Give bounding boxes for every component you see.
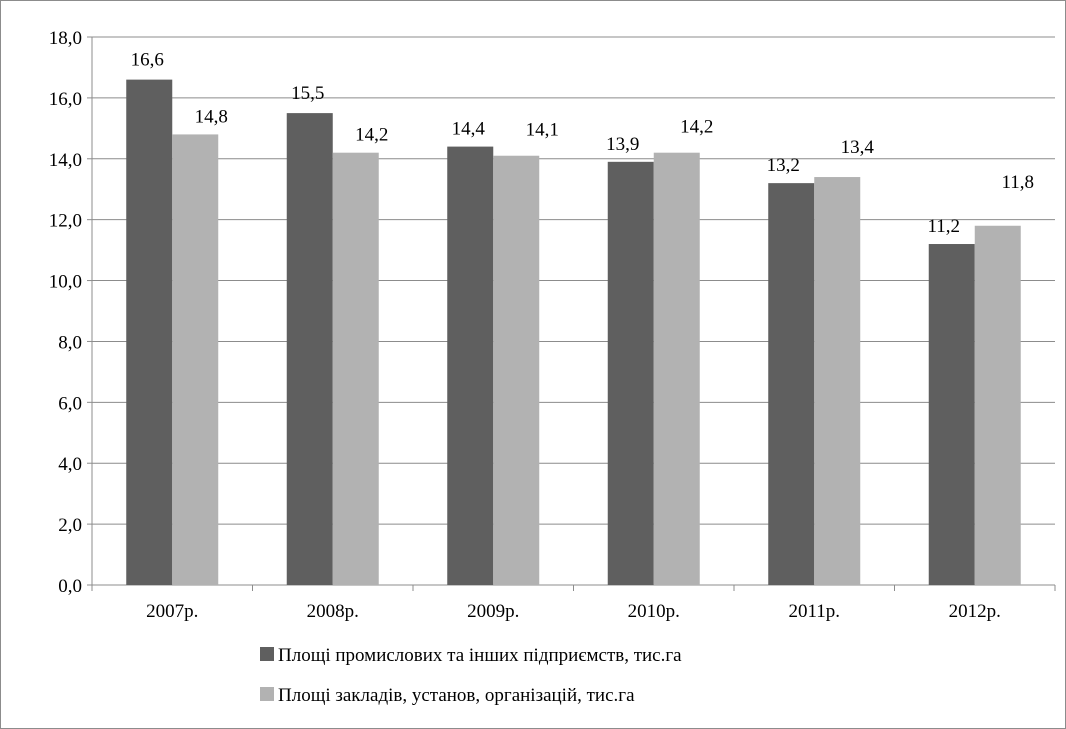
bar-series-2 [814,177,861,586]
data-label-series-2: 13,4 [841,137,875,158]
bars [126,79,1021,586]
data-label-series-2: 14,8 [195,106,228,127]
legend: Площі промислових та інших підприємств, … [260,645,682,706]
data-label-series-2: 14,2 [680,117,713,138]
bar-series-1 [768,183,815,585]
legend-swatch-series-2 [260,687,274,701]
data-label-series-2: 14,1 [526,120,559,141]
bar-series-1 [126,79,173,585]
x-category-label: 2012р. [949,601,1001,622]
data-label-series-2: 11,8 [1001,172,1034,193]
data-label-series-2: 14,2 [355,125,388,146]
x-category-label: 2011р. [788,601,840,622]
bar-series-1 [447,146,494,585]
legend-label-series-2: Площі закладів, установ, організацій, ти… [278,685,635,706]
bar-series-1 [607,161,654,586]
y-tick-label: 2,0 [58,515,82,536]
data-label-series-1: 13,9 [606,134,639,155]
x-category-label: 2010р. [628,601,680,622]
y-tick-label: 14,0 [49,150,82,171]
bar-series-1 [928,244,975,585]
y-tick-label: 18,0 [49,28,82,49]
x-category-label: 2008р. [307,601,359,622]
data-labels: 16,6 14,8 15,5 14,2 14,4 14,1 13,9 14,2 13,2 13,4… [131,50,1034,237]
bar-series-2 [974,225,1021,585]
y-tick-label: 10,0 [49,272,82,293]
axes: 0,0 2,0 4,0 6,0 8,0 10,0 12,0 14,0 16,0 18,0 2007р… [49,28,1056,622]
x-category-label: 2007р. [146,601,198,622]
legend-label-series-1: Площі промислових та інших підприємств, … [278,645,682,666]
bar-series-2 [493,155,540,585]
bar-series-2 [332,152,379,585]
y-tick-label: 6,0 [58,393,82,414]
bar-series-2 [172,134,219,585]
y-tick-label: 12,0 [49,211,82,232]
y-tick-label: 0,0 [58,576,82,597]
legend-swatch-series-1 [260,647,274,661]
y-tick-label: 4,0 [58,454,82,475]
gridlines [92,36,1055,525]
data-label-series-1: 14,4 [452,119,486,140]
y-tick-label: 16,0 [49,89,82,110]
data-label-series-1: 13,2 [767,155,800,176]
x-category-label: 2009р. [467,601,519,622]
data-label-series-1: 16,6 [131,50,164,71]
data-label-series-1: 15,5 [291,83,324,104]
data-label-series-1: 11,2 [927,216,960,237]
y-tick-label: 8,0 [58,332,82,353]
bar-series-2 [653,152,700,585]
bar-series-1 [286,113,333,585]
